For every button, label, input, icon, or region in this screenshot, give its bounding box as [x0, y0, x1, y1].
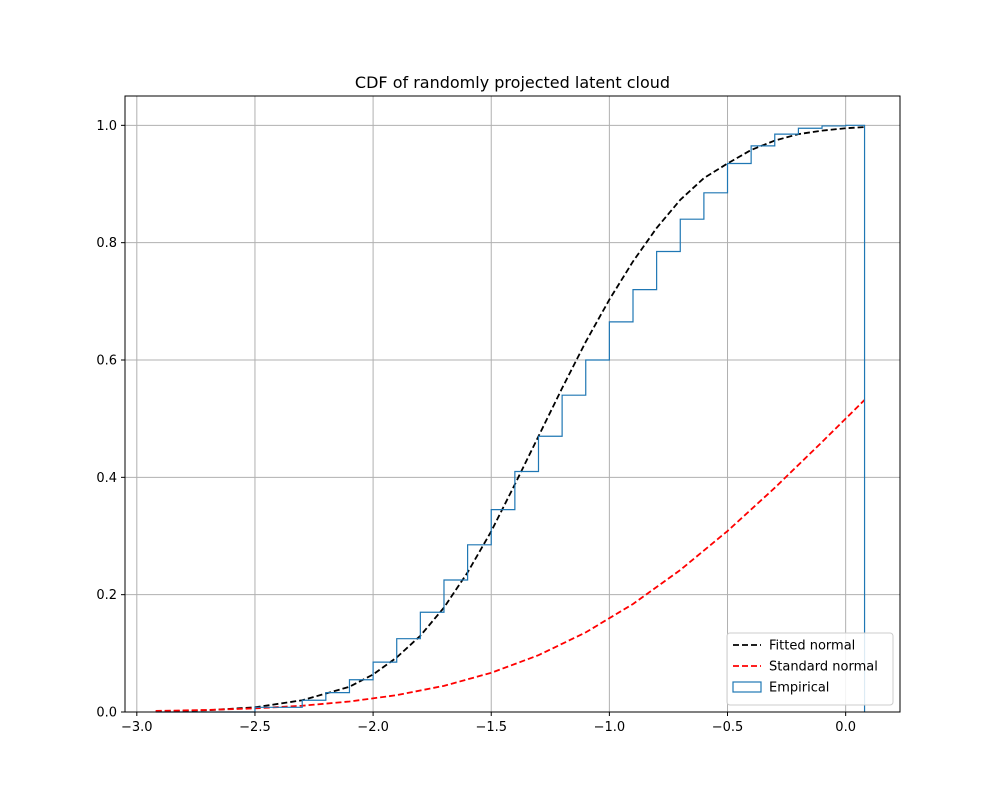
fitted-normal-series-line: [155, 126, 865, 713]
fitted-normal-legend-label: Fitted normal: [769, 639, 855, 654]
series-layer: [155, 124, 866, 713]
y-tick-label: 0.0: [96, 706, 117, 721]
x-tick-label: −2.0: [357, 720, 389, 735]
legend-box: [726, 632, 894, 706]
empirical-legend-swatch: [732, 681, 762, 693]
standard-normal-legend-label: Standard normal: [769, 660, 878, 675]
chart-title: CDF of randomly projected latent cloud: [355, 73, 670, 92]
y-tick-label: 0.4: [96, 471, 117, 486]
x-tick-label: −1.0: [594, 720, 626, 735]
empirical-series-line: [155, 124, 866, 713]
x-tick-label: 0.0: [835, 720, 856, 735]
x-tick-label: −2.5: [239, 720, 271, 735]
y-tick-label: 0.8: [96, 236, 117, 251]
empirical-legend-label: Empirical: [769, 681, 829, 696]
plot-frame: [124, 95, 901, 713]
y-tick-label: 0.2: [96, 588, 117, 603]
axis-ticks: −3.0 −2.5 −2.0 −1.5 −1.0 −0.5 0.0 0.0 0.2 0.4 0.6 0…: [96, 119, 856, 735]
x-tick-label: −1.5: [475, 720, 507, 735]
x-tick-label: −0.5: [712, 720, 744, 735]
legend: Fitted normal Standard normal Empirical: [726, 632, 894, 706]
y-tick-label: 0.6: [96, 354, 117, 369]
y-tick-label: 1.0: [96, 119, 117, 134]
x-tick-label: −3.0: [121, 720, 153, 735]
